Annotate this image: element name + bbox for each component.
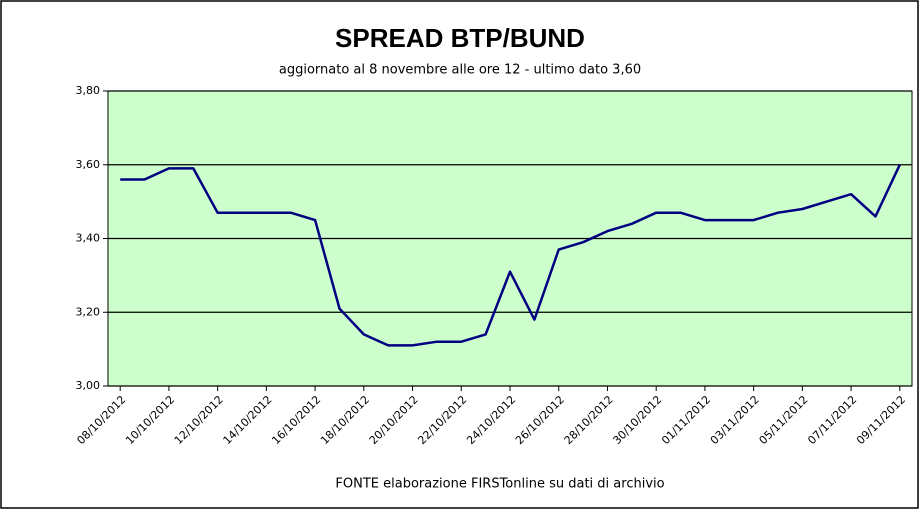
y-tick-label: 3,00 [76, 379, 101, 392]
chart-source: FONTE elaborazione FIRSTonline su dati d… [335, 477, 664, 492]
y-tick-label: 3,80 [76, 84, 101, 97]
y-tick-label: 3,60 [76, 158, 101, 171]
chart-subtitle: aggiornato al 8 novembre alle ore 12 - u… [279, 63, 641, 78]
y-tick-label: 3,40 [76, 232, 101, 245]
data-line [120, 164, 901, 347]
y-tick-label: 3,20 [76, 305, 101, 318]
chart-title: SPREAD BTP/BUND [335, 23, 585, 53]
